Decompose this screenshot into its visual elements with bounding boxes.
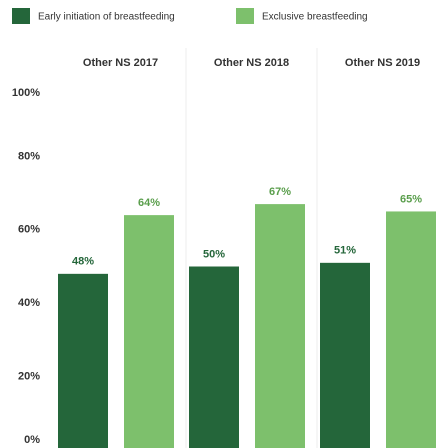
legend-label: Exclusive breastfeeding	[262, 12, 368, 23]
y-tick-label: 0%	[24, 434, 40, 446]
panel-header: Other NS 2018	[214, 57, 289, 69]
bar	[255, 204, 305, 448]
data-label: 48%	[72, 256, 94, 268]
y-tick-label: 20%	[18, 371, 40, 383]
bar	[124, 215, 174, 448]
data-label: 51%	[334, 245, 356, 257]
panel-header: Other NS 2017	[83, 57, 158, 69]
bar	[320, 262, 370, 448]
legend-swatch	[236, 8, 254, 24]
data-label: 64%	[138, 197, 160, 209]
y-tick-label: 60%	[18, 224, 40, 236]
panel-header: Other NS 2019	[345, 57, 420, 69]
y-tick-label: 40%	[18, 297, 40, 309]
y-tick-label: 100%	[12, 87, 40, 99]
legend-label: Early initiation of breastfeeding	[38, 12, 175, 23]
bar	[189, 266, 239, 448]
legend-swatch	[12, 8, 30, 24]
data-label: 50%	[203, 248, 225, 260]
y-tick-label: 80%	[18, 150, 40, 162]
data-label: 65%	[400, 193, 422, 205]
data-label: 67%	[269, 186, 291, 198]
bar	[58, 273, 108, 448]
bar	[386, 211, 436, 448]
